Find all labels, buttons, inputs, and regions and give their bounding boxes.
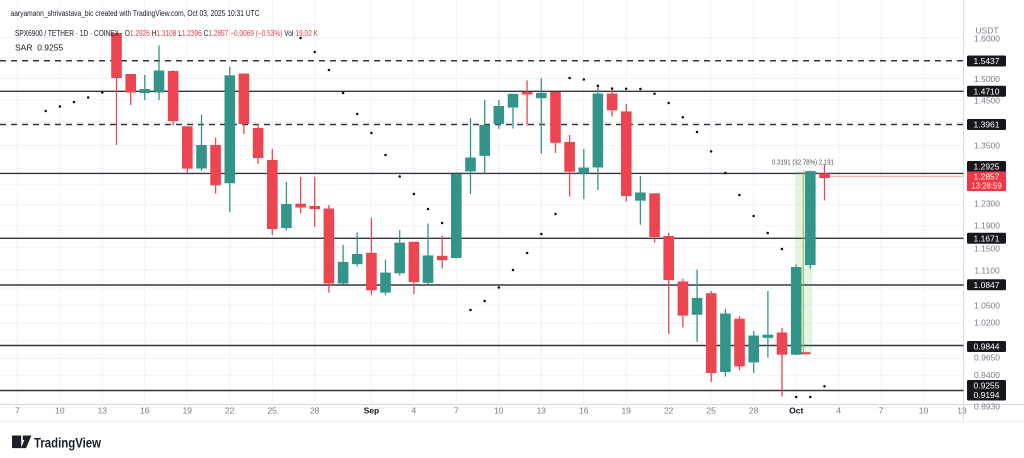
svg-text:Oct: Oct bbox=[789, 406, 803, 416]
svg-text:13:28:59: 13:28:59 bbox=[971, 182, 1001, 191]
svg-text:1.3961: 1.3961 bbox=[974, 120, 1000, 130]
svg-text:1.1900: 1.1900 bbox=[974, 221, 1000, 231]
svg-text:22: 22 bbox=[664, 406, 674, 416]
svg-text:1.3500: 1.3500 bbox=[974, 141, 1000, 151]
svg-text:1.5000: 1.5000 bbox=[974, 74, 1000, 84]
svg-text:1.1671: 1.1671 bbox=[974, 234, 1000, 244]
svg-text:10: 10 bbox=[919, 406, 929, 416]
svg-text:1.5437: 1.5437 bbox=[974, 56, 1000, 66]
svg-text:7: 7 bbox=[15, 406, 20, 416]
svg-text:22: 22 bbox=[225, 406, 235, 416]
svg-text:0.9194: 0.9194 bbox=[974, 390, 1000, 400]
svg-text:Sep: Sep bbox=[364, 406, 380, 416]
svg-text:4: 4 bbox=[412, 406, 417, 416]
svg-text:16: 16 bbox=[140, 406, 150, 416]
svg-text:0.9400: 0.9400 bbox=[974, 370, 1000, 380]
svg-text:13: 13 bbox=[537, 406, 547, 416]
svg-text:13: 13 bbox=[98, 406, 108, 416]
svg-text:1.6000: 1.6000 bbox=[974, 34, 1000, 44]
svg-text:0.9844: 0.9844 bbox=[974, 342, 1000, 352]
svg-text:19: 19 bbox=[621, 406, 631, 416]
svg-text:1.1500: 1.1500 bbox=[974, 244, 1000, 254]
svg-text:13: 13 bbox=[957, 406, 967, 416]
svg-text:0.9650: 0.9650 bbox=[974, 353, 1000, 363]
svg-text:19: 19 bbox=[183, 406, 193, 416]
svg-text:1.2857: 1.2857 bbox=[974, 172, 1000, 182]
svg-text:aaryamann_shrivastava_bic crea: aaryamann_shrivastava_bic created with T… bbox=[11, 9, 260, 18]
svg-text:10: 10 bbox=[494, 406, 504, 416]
svg-text:1.1100: 1.1100 bbox=[974, 266, 1000, 276]
svg-text:4: 4 bbox=[836, 406, 841, 416]
svg-text:1.2925: 1.2925 bbox=[974, 162, 1000, 172]
svg-text:1.4710: 1.4710 bbox=[974, 87, 1000, 97]
svg-text:25: 25 bbox=[706, 406, 716, 416]
svg-text:7: 7 bbox=[879, 406, 884, 416]
svg-text:USDT: USDT bbox=[975, 26, 998, 36]
svg-text:1.0500: 1.0500 bbox=[974, 301, 1000, 311]
svg-text:28: 28 bbox=[749, 406, 759, 416]
svg-text:0.3191 (32.78%) 2,191: 0.3191 (32.78%) 2,191 bbox=[772, 158, 834, 167]
svg-text:25: 25 bbox=[267, 406, 277, 416]
svg-text:10: 10 bbox=[55, 406, 65, 416]
svg-text:1.0200: 1.0200 bbox=[974, 318, 1000, 328]
svg-text:28: 28 bbox=[310, 406, 320, 416]
svg-text:1.2300: 1.2300 bbox=[974, 199, 1000, 209]
svg-text:1.0847: 1.0847 bbox=[974, 280, 1000, 290]
svg-text:0.9255: 0.9255 bbox=[974, 381, 1000, 391]
svg-text:SPX6900 / TETHER · 1D · COINEX: SPX6900 / TETHER · 1D · COINEX · O1.2926… bbox=[15, 28, 318, 38]
svg-text:TradingView: TradingView bbox=[34, 436, 101, 451]
svg-text:16: 16 bbox=[579, 406, 589, 416]
svg-text:1.4500: 1.4500 bbox=[974, 96, 1000, 106]
svg-text:0.8930: 0.8930 bbox=[974, 402, 1000, 412]
svg-text:SAR 0.9255: SAR 0.9255 bbox=[15, 43, 63, 53]
svg-text:7: 7 bbox=[454, 406, 459, 416]
